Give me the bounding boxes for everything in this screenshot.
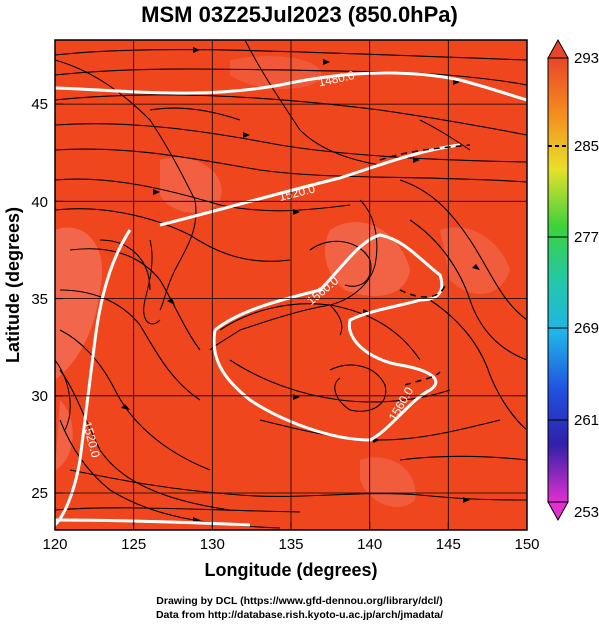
x-tick-label: 150 [514,536,539,553]
colorbar [547,38,569,522]
colorbar-max-arrow [547,38,569,59]
colorbar-gradient [547,57,569,503]
colorbar-label: 285 [574,138,599,155]
x-axis-title: Longitude (degrees) [204,560,377,580]
chart-title: MSM 03Z25Jul2023 (850.0hPa) [141,2,458,27]
colorbar-label: 261 [574,412,599,429]
colorbar-labels: 293 285 277 269 261 253 [574,50,599,521]
height-contours [55,71,527,527]
contour-1520-north [159,143,461,227]
credit-data: Data from http://database.rish.kyoto-u.a… [155,609,444,621]
contour-dash-overlay [379,144,471,386]
colorbar-label: 269 [574,320,599,337]
y-tick-label: 30 [31,388,48,405]
x-tick-label: 135 [278,536,303,553]
x-tick-label: 130 [200,536,225,553]
y-tick-label: 25 [31,485,48,502]
y-tick-label: 35 [31,291,48,308]
y-tick-labels: 25 30 35 40 45 [31,96,48,502]
colorbar-label: 253 [574,504,599,521]
credit-drawing: Drawing by DCL (https://www.gfd-dennou.o… [156,595,443,607]
x-tick-label: 125 [121,536,146,553]
colorbar-label: 293 [574,50,599,67]
x-tick-labels: 120 125 130 135 140 145 150 [42,536,539,553]
y-tick-label: 45 [31,96,48,113]
contour-1480 [55,71,527,102]
y-tick-label: 40 [31,194,48,211]
colorbar-min-arrow [547,501,569,522]
contour-1560 [212,233,444,442]
y-axis-title: Latitude (degrees) [3,207,23,363]
contour-1520-south [55,229,132,527]
x-tick-label: 145 [436,536,461,553]
x-tick-label: 120 [42,536,67,553]
graticule [55,40,527,530]
coastlines [55,40,471,431]
colorbar-label: 277 [574,229,599,246]
axis-ticks [54,103,528,530]
x-tick-label: 140 [357,536,382,553]
wind-streamlines [55,49,527,529]
